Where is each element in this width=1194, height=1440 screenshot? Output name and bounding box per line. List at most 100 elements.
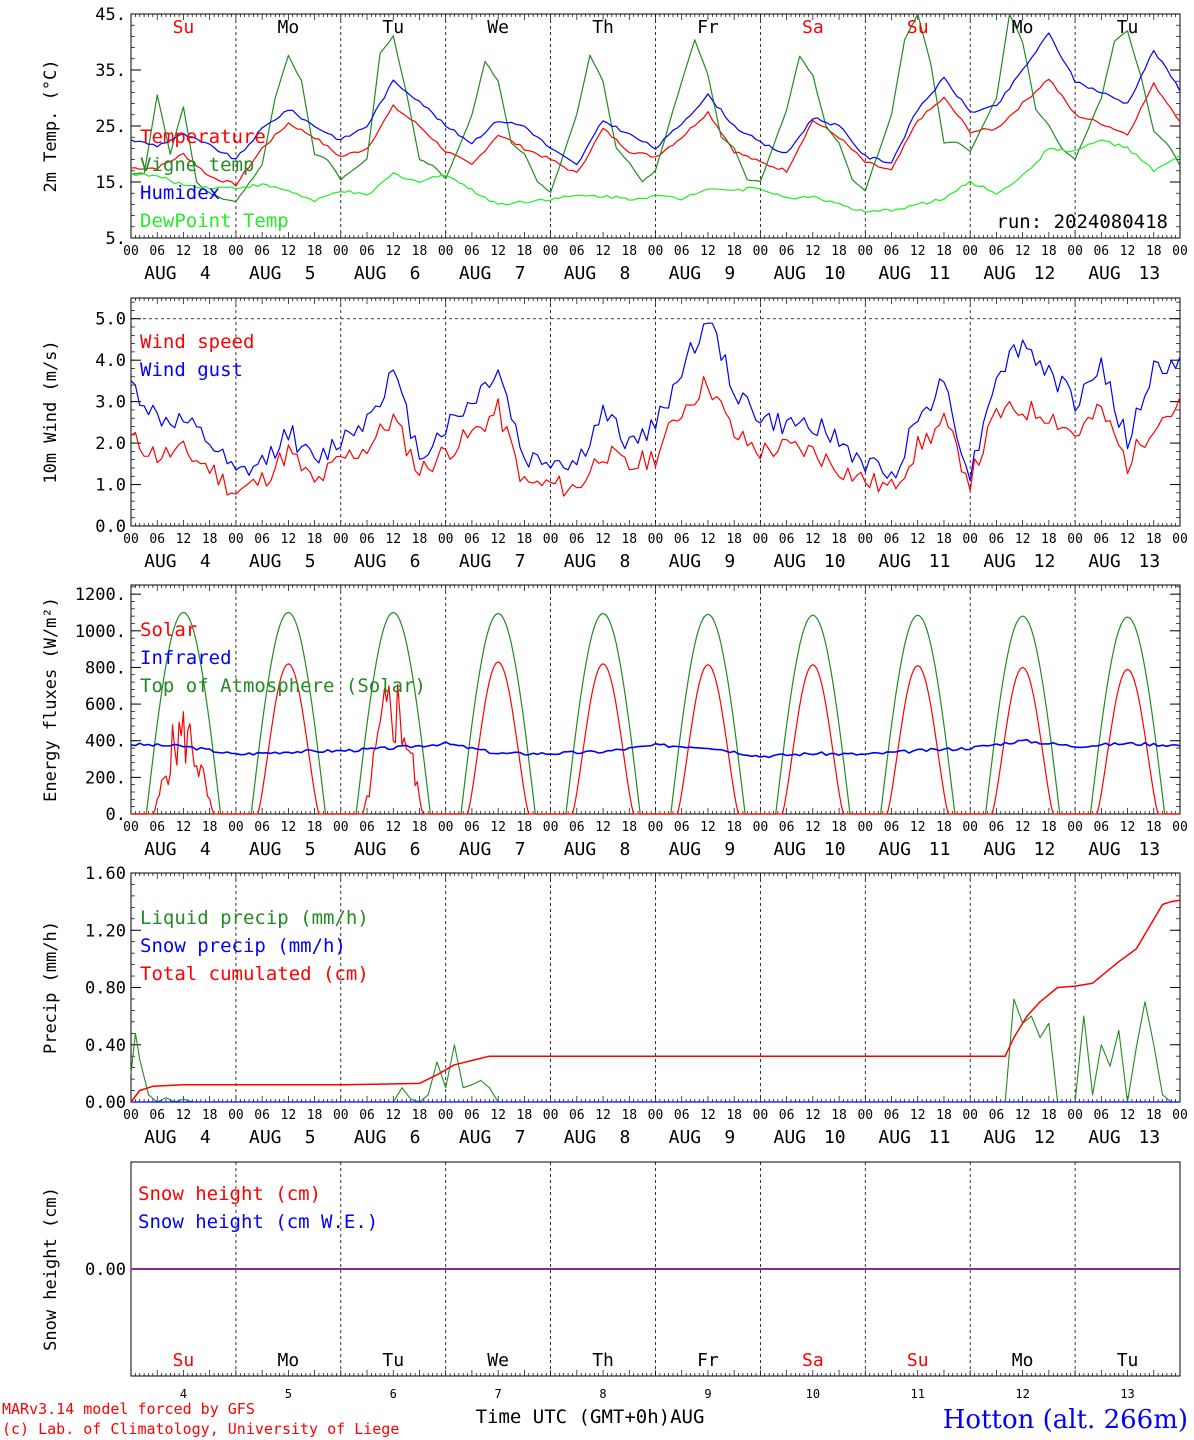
temp-month-label: AUG [249, 263, 282, 284]
temp-hour-label: 00 [962, 244, 978, 259]
energy-hour-label: 00 [962, 820, 978, 835]
energy-hour-label: 18 [831, 820, 847, 835]
precip-hour-label: 06 [1093, 1108, 1109, 1123]
wind-month-label: AUG [459, 551, 492, 572]
footer-date-number: 13 [1120, 1387, 1134, 1401]
wind-hour-label: 06 [674, 532, 690, 547]
precip-hour-label: 18 [307, 1108, 323, 1123]
energy-hour-label: 06 [1093, 820, 1109, 835]
day-label-top: Mo [1012, 17, 1034, 38]
temp-panel: 45. 35. 25. 15. 5. 2m Temp. (°C) 00 06 12 18 AUG 4 0… [41, 5, 1188, 284]
temp-hour-label: 18 [307, 244, 323, 259]
wind-panel: 5.0 4.0 3.0 2.0 1.0 0.0 10m Wind (m/s) 00 06 12 18… [41, 297, 1188, 572]
precip-date-label: 6 [410, 1127, 421, 1148]
temp-month-label: AUG [983, 263, 1016, 284]
wind-hour-label: 06 [464, 532, 480, 547]
precip-hour-label: 12 [595, 1108, 611, 1123]
precip-date-label: 8 [619, 1127, 630, 1148]
wind-ylabel: 10m Wind (m/s) [41, 340, 61, 483]
energy-hour-label: 00 [1067, 820, 1083, 835]
temp-ytick-label: 45. [95, 5, 126, 25]
precip-month-label: AUG [564, 1127, 597, 1148]
energy-month-label: AUG [983, 839, 1016, 860]
temp-hour-label-end: 00 [1172, 244, 1188, 259]
temp-month-label: AUG [1088, 263, 1121, 284]
temp-month-label: AUG [144, 263, 177, 284]
precip-hour-label: 06 [149, 1108, 165, 1123]
temp-hour-label: 00 [333, 244, 349, 259]
energy-date-label: 7 [515, 839, 526, 860]
day-label-top: Mo [278, 17, 300, 38]
legend-liquid-precip-mm-h-: Liquid precip (mm/h) [140, 907, 369, 929]
energy-date-label: 5 [305, 839, 316, 860]
wind-hour-label: 06 [569, 532, 585, 547]
wind-hour-label: 00 [648, 532, 664, 547]
legend-temperature: Temperature [140, 126, 266, 148]
precip-hour-label: 06 [254, 1108, 270, 1123]
precip-date-label: 7 [515, 1127, 526, 1148]
temp-date-label: 10 [824, 263, 846, 284]
day-label-bottom: Th [592, 1350, 614, 1371]
wind-month-label: AUG [249, 551, 282, 572]
wind-hour-label: 06 [779, 532, 795, 547]
temp-hour-label: 18 [1041, 244, 1057, 259]
energy-ytick-label: 0. [106, 805, 126, 825]
precip-hour-label: 12 [385, 1108, 401, 1123]
temp-hour-label: 00 [753, 244, 769, 259]
precip-hour-label: 12 [176, 1108, 192, 1123]
wind-hour-label: 18 [936, 532, 952, 547]
temp-hour-label: 18 [936, 244, 952, 259]
precip-hour-label: 18 [1146, 1108, 1162, 1123]
precip-hour-label: 18 [517, 1108, 533, 1123]
legend-wind-gust: Wind gust [140, 359, 243, 381]
wind-date-label: 8 [619, 551, 630, 572]
energy-hour-label: 00 [333, 820, 349, 835]
temp-hour-label: 18 [412, 244, 428, 259]
energy-date-label: 13 [1139, 839, 1161, 860]
precip-hour-label: 00 [123, 1108, 139, 1123]
run-label: run: 2024080418 [996, 211, 1168, 233]
precip-hour-label: 06 [989, 1108, 1005, 1123]
wind-hour-label: 18 [831, 532, 847, 547]
energy-series-infrared [130, 738, 1181, 759]
day-label-bottom: We [487, 1350, 509, 1371]
wind-hour-label: 12 [281, 532, 297, 547]
temp-hour-label: 12 [910, 244, 926, 259]
temp-frame [130, 13, 1181, 239]
precip-hour-label: 18 [621, 1108, 637, 1123]
temp-date-label: 6 [410, 263, 421, 284]
energy-hour-label: 00 [543, 820, 559, 835]
wind-ytick-label: 0.0 [95, 517, 126, 537]
wind-month-label: AUG [669, 551, 702, 572]
legend-solar: Solar [140, 619, 197, 641]
energy-month-label: AUG [564, 839, 597, 860]
energy-hour-label: 06 [569, 820, 585, 835]
temp-date-label: 8 [619, 263, 630, 284]
wind-hour-label: 06 [149, 532, 165, 547]
energy-hour-label: 18 [517, 820, 533, 835]
temp-hour-label: 06 [569, 244, 585, 259]
precip-hour-label: 12 [281, 1108, 297, 1123]
temp-date-label: 5 [305, 263, 316, 284]
temp-hour-label: 00 [438, 244, 454, 259]
energy-date-label: 11 [929, 839, 951, 860]
precip-hour-label: 00 [857, 1108, 873, 1123]
energy-hour-label: 00 [753, 820, 769, 835]
wind-hour-label: 12 [176, 532, 192, 547]
wind-hour-label: 18 [412, 532, 428, 547]
precip-month-label: AUG [249, 1127, 282, 1148]
energy-month-label: AUG [669, 839, 702, 860]
wind-hour-label: 12 [595, 532, 611, 547]
day-label-bottom: Mo [1012, 1350, 1034, 1371]
wind-hour-label: 00 [857, 532, 873, 547]
precip-hour-label: 12 [700, 1108, 716, 1123]
temp-hour-label: 12 [805, 244, 821, 259]
energy-date-label: 12 [1034, 839, 1056, 860]
energy-ytick-label: 400. [85, 732, 126, 752]
temp-month-label: AUG [669, 263, 702, 284]
temp-hour-label: 06 [359, 244, 375, 259]
wind-hour-label: 18 [1041, 532, 1057, 547]
energy-hour-label: 06 [254, 820, 270, 835]
temp-hour-label: 06 [884, 244, 900, 259]
wind-date-label: 12 [1034, 551, 1056, 572]
